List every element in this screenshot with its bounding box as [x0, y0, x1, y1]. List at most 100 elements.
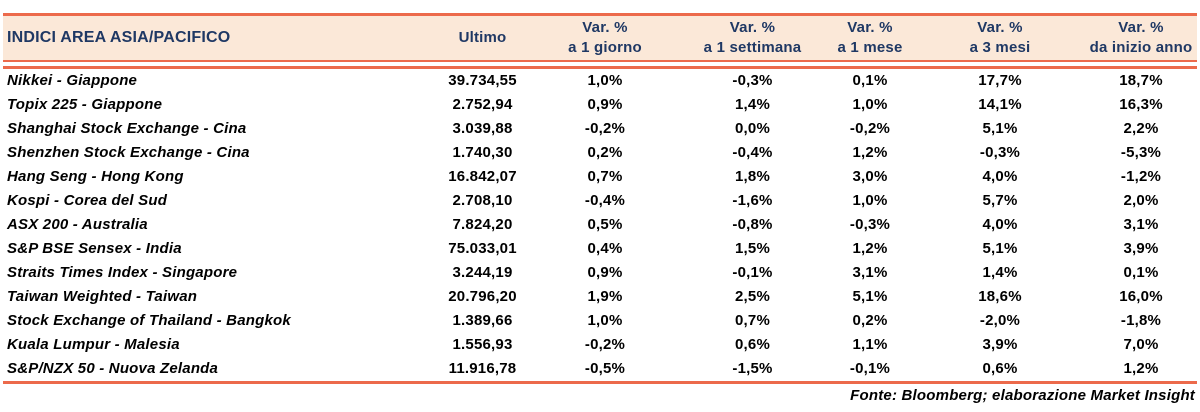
ultimo-value: 1.740,30	[452, 144, 513, 161]
var-1-giorno-value: 0,9%	[587, 96, 623, 113]
col-header-var-1-mese: Var. % a 1 mese	[825, 15, 915, 61]
table-row: Topix 225 - Giappone 2.752,94 0,9% 1,4% …	[3, 93, 1197, 117]
var-1-mese-value: 3,1%	[852, 264, 888, 281]
var-1-mese-value: 0,1%	[852, 72, 888, 89]
var-percent-label: Var. %	[582, 18, 628, 36]
table-row: Stock Exchange of Thailand - Bangkok 1.3…	[3, 309, 1197, 333]
table-row: Straits Times Index - Singapore 3.244,19…	[3, 261, 1197, 285]
var-3-mesi-value: 0,6%	[982, 360, 1018, 377]
var-1-settimana-value: 0,7%	[735, 312, 770, 329]
table-header: INDICI AREA ASIA/PACIFICO Ultimo Var. % …	[3, 13, 1197, 62]
var-1-settimana-value: -0,3%	[732, 72, 773, 89]
var-1-giorno-value: 0,9%	[587, 264, 623, 281]
index-name: Kuala Lumpur - Malesia	[7, 336, 180, 353]
var-percent-label: Var. %	[847, 18, 893, 36]
var-3-mesi-value: 5,7%	[982, 192, 1018, 209]
index-name: S&P/NZX 50 - Nuova Zelanda	[7, 360, 219, 377]
ultimo-value: 75.033,01	[448, 240, 517, 257]
index-name: Shanghai Stock Exchange - Cina	[7, 120, 247, 137]
table-row: Nikkei - Giappone 39.734,55 1,0% -0,3% 0…	[3, 69, 1197, 93]
ultimo-value: 11.916,78	[448, 360, 517, 377]
var-inizio-anno-value: -1,2%	[1120, 168, 1162, 185]
var-percent-label: Var. %	[977, 18, 1023, 36]
var-percent-label: Var. %	[1118, 18, 1164, 36]
var-3-mesi-value: 4,0%	[982, 216, 1018, 233]
table-row: Shanghai Stock Exchange - Cina 3.039,88 …	[3, 117, 1197, 141]
index-name: Kospi - Corea del Sud	[7, 192, 168, 209]
col-header-var-inizio-anno: Var. % da inizio anno	[1085, 15, 1197, 61]
var-inizio-anno-value: 18,7%	[1119, 72, 1163, 89]
index-name: Shenzhen Stock Exchange - Cina	[7, 144, 250, 161]
index-name: Straits Times Index - Singapore	[7, 264, 238, 281]
table-row: S&P/NZX 50 - Nuova Zelanda 11.916,78 -0,…	[3, 357, 1197, 381]
table-row: Kospi - Corea del Sud 2.708,10 -0,4% -1,…	[3, 189, 1197, 213]
ultimo-value: 7.824,20	[452, 216, 513, 233]
var-1-settimana-value: -1,6%	[732, 192, 773, 209]
table-row: Kuala Lumpur - Malesia 1.556,93 -0,2% 0,…	[3, 333, 1197, 357]
ultimo-value: 1.389,66	[452, 312, 513, 329]
var-1-mese-value: 1,2%	[852, 240, 888, 257]
var-1-mese-value: 5,1%	[852, 288, 888, 305]
period-label-1-giorno: a 1 giorno	[568, 38, 642, 56]
index-name: Hang Seng - Hong Kong	[7, 168, 184, 185]
table-row: ASX 200 - Australia 7.824,20 0,5% -0,8% …	[3, 213, 1197, 237]
var-1-settimana-value: 0,6%	[735, 336, 770, 353]
var-inizio-anno-value: 7,0%	[1123, 336, 1159, 353]
var-3-mesi-value: -2,0%	[979, 312, 1021, 329]
var-1-settimana-value: -0,1%	[732, 264, 773, 281]
ultimo-value: 3.039,88	[452, 120, 513, 137]
var-1-giorno-value: -0,2%	[584, 336, 626, 353]
var-1-settimana-value: -1,5%	[732, 360, 773, 377]
var-inizio-anno-value: -5,3%	[1120, 144, 1162, 161]
col-header-var-1-giorno: Var. % a 1 giorno	[530, 15, 680, 61]
period-label-1-settimana: a 1 settimana	[703, 38, 802, 56]
var-1-giorno-value: -0,5%	[584, 360, 626, 377]
var-1-giorno-value: 1,0%	[587, 72, 623, 89]
var-inizio-anno-value: 16,3%	[1119, 96, 1163, 113]
var-percent-label: Var. %	[729, 18, 776, 36]
ultimo-value: 2.752,94	[452, 96, 513, 113]
col-header-ultimo: Ultimo	[458, 29, 507, 47]
var-1-mese-value: 3,0%	[852, 168, 888, 185]
var-inizio-anno-value: 2,0%	[1123, 192, 1159, 209]
var-1-settimana-value: 0,0%	[735, 120, 770, 137]
var-1-settimana-value: 2,5%	[735, 288, 770, 305]
var-1-mese-value: 0,2%	[852, 312, 888, 329]
var-inizio-anno-value: 3,9%	[1123, 240, 1159, 257]
header-row: INDICI AREA ASIA/PACIFICO Ultimo Var. % …	[3, 15, 1197, 61]
var-inizio-anno-value: 2,2%	[1123, 120, 1159, 137]
col-header-var-1-settimana: Var. % a 1 settimana	[680, 15, 825, 61]
var-1-settimana-value: 1,5%	[735, 240, 770, 257]
var-1-mese-value: 1,0%	[852, 96, 888, 113]
var-1-giorno-value: -0,2%	[584, 120, 626, 137]
var-1-settimana-value: 1,4%	[735, 96, 770, 113]
var-1-mese-value: -0,1%	[849, 360, 891, 377]
var-1-settimana-value: -0,4%	[732, 144, 773, 161]
table-title: INDICI AREA ASIA/PACIFICO	[7, 28, 231, 46]
ultimo-value: 1.556,93	[452, 336, 513, 353]
var-3-mesi-value: -0,3%	[979, 144, 1021, 161]
var-3-mesi-value: 5,1%	[982, 120, 1018, 137]
var-3-mesi-value: 1,4%	[982, 264, 1018, 281]
table-row: Shenzhen Stock Exchange - Cina 1.740,30 …	[3, 141, 1197, 165]
var-1-mese-value: -0,2%	[849, 120, 891, 137]
ultimo-value: 3.244,19	[452, 264, 513, 281]
ultimo-value: 39.734,55	[448, 72, 517, 89]
index-name: Nikkei - Giappone	[7, 72, 138, 89]
var-1-giorno-value: 1,0%	[587, 312, 623, 329]
table-row: Hang Seng - Hong Kong 16.842,07 0,7% 1,8…	[3, 165, 1197, 189]
index-name: ASX 200 - Australia	[7, 216, 148, 233]
index-name: Taiwan Weighted - Taiwan	[7, 288, 198, 305]
var-1-giorno-value: 0,5%	[587, 216, 623, 233]
header-separator-line	[3, 65, 1197, 69]
var-1-giorno-value: 0,4%	[587, 240, 623, 257]
indices-table-body: Nikkei - Giappone 39.734,55 1,0% -0,3% 0…	[3, 69, 1197, 381]
var-1-mese-value: -0,3%	[849, 216, 891, 233]
var-1-mese-value: 1,1%	[852, 336, 888, 353]
var-3-mesi-value: 4,0%	[982, 168, 1018, 185]
index-name: Topix 225 - Giappone	[7, 96, 163, 113]
var-3-mesi-value: 14,1%	[978, 96, 1022, 113]
var-1-giorno-value: 0,2%	[587, 144, 623, 161]
period-label-inizio-anno: da inizio anno	[1089, 38, 1193, 56]
